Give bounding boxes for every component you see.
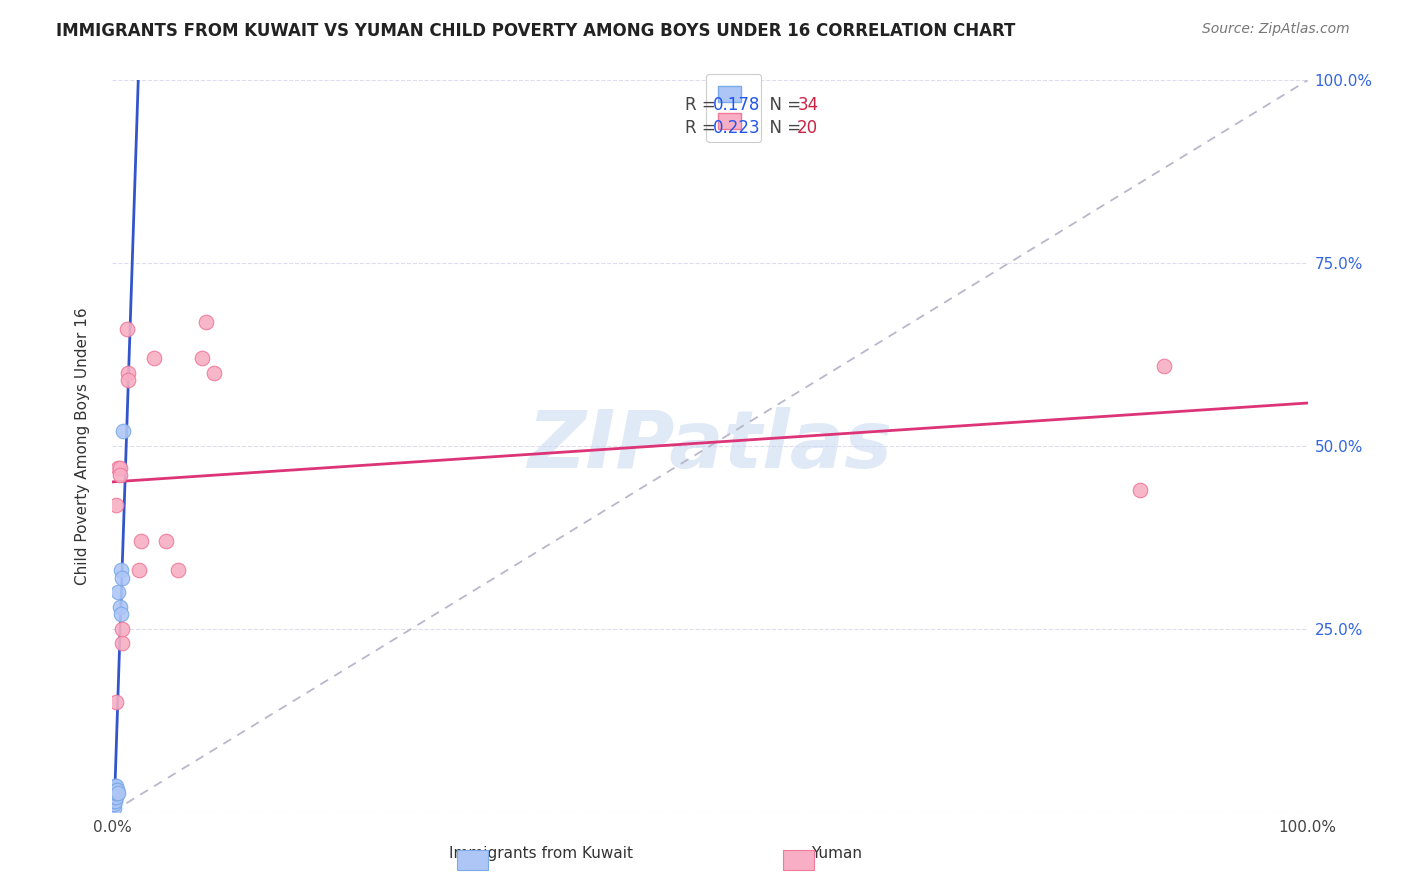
Point (103, 794, 125, 808)
Point (104, 790, 127, 805)
Point (155, 534, 177, 549)
Point (107, 461, 129, 475)
Point (104, 782, 127, 797)
Point (105, 790, 128, 805)
Point (108, 461, 131, 475)
Point (105, 782, 128, 797)
Text: IMMIGRANTS FROM KUWAIT VS YUMAN CHILD POVERTY AMONG BOYS UNDER 16 CORRELATION CH: IMMIGRANTS FROM KUWAIT VS YUMAN CHILD PO… (56, 22, 1015, 40)
Text: 20: 20 (797, 120, 818, 137)
Y-axis label: Child Poverty Among Boys Under 16: Child Poverty Among Boys Under 16 (76, 307, 90, 585)
Point (111, 622, 134, 636)
Point (112, 425, 135, 439)
Point (111, 571, 134, 585)
Point (107, 585, 129, 599)
Text: ZIPatlas: ZIPatlas (527, 407, 893, 485)
Point (103, 782, 125, 797)
Point (103, 787, 125, 801)
Point (108, 599, 131, 614)
Point (103, 790, 125, 805)
Point (129, 534, 152, 549)
Point (107, 787, 129, 801)
Point (105, 498, 128, 512)
Text: 0.223: 0.223 (713, 120, 761, 137)
Point (1129, 483, 1152, 497)
Point (105, 782, 128, 797)
Text: N =: N = (759, 96, 807, 114)
Point (103, 787, 125, 801)
Text: R =: R = (685, 96, 721, 114)
Point (1153, 359, 1175, 373)
Text: Source: ZipAtlas.com: Source: ZipAtlas.com (1202, 22, 1350, 37)
Point (143, 351, 166, 366)
Point (202, 366, 225, 380)
Point (104, 787, 127, 801)
Point (105, 787, 128, 801)
Text: Immigrants from Kuwait: Immigrants from Kuwait (450, 847, 633, 861)
Point (110, 607, 132, 622)
Point (103, 797, 125, 812)
Point (104, 782, 127, 797)
Point (105, 779, 128, 793)
Point (115, 322, 138, 336)
Text: N =: N = (759, 120, 807, 137)
Point (191, 351, 214, 366)
Point (103, 790, 125, 805)
Text: Yuman: Yuman (811, 847, 862, 861)
Point (103, 801, 125, 815)
Point (117, 366, 139, 380)
Point (117, 373, 139, 387)
Point (105, 782, 128, 797)
Text: 0.178: 0.178 (713, 96, 761, 114)
Text: 34: 34 (797, 96, 818, 114)
Text: R =: R = (685, 120, 721, 137)
Point (108, 468, 131, 483)
Point (103, 782, 125, 797)
Point (110, 563, 132, 577)
Point (167, 563, 190, 577)
Point (105, 695, 128, 709)
Point (105, 782, 128, 797)
Point (105, 787, 128, 801)
Point (104, 782, 127, 797)
Point (111, 636, 134, 650)
Point (194, 315, 217, 329)
Point (104, 794, 127, 808)
Point (104, 779, 127, 793)
Point (104, 782, 127, 797)
Legend: , : , (706, 74, 762, 143)
Point (103, 782, 125, 797)
Point (128, 563, 150, 577)
Point (104, 782, 127, 797)
